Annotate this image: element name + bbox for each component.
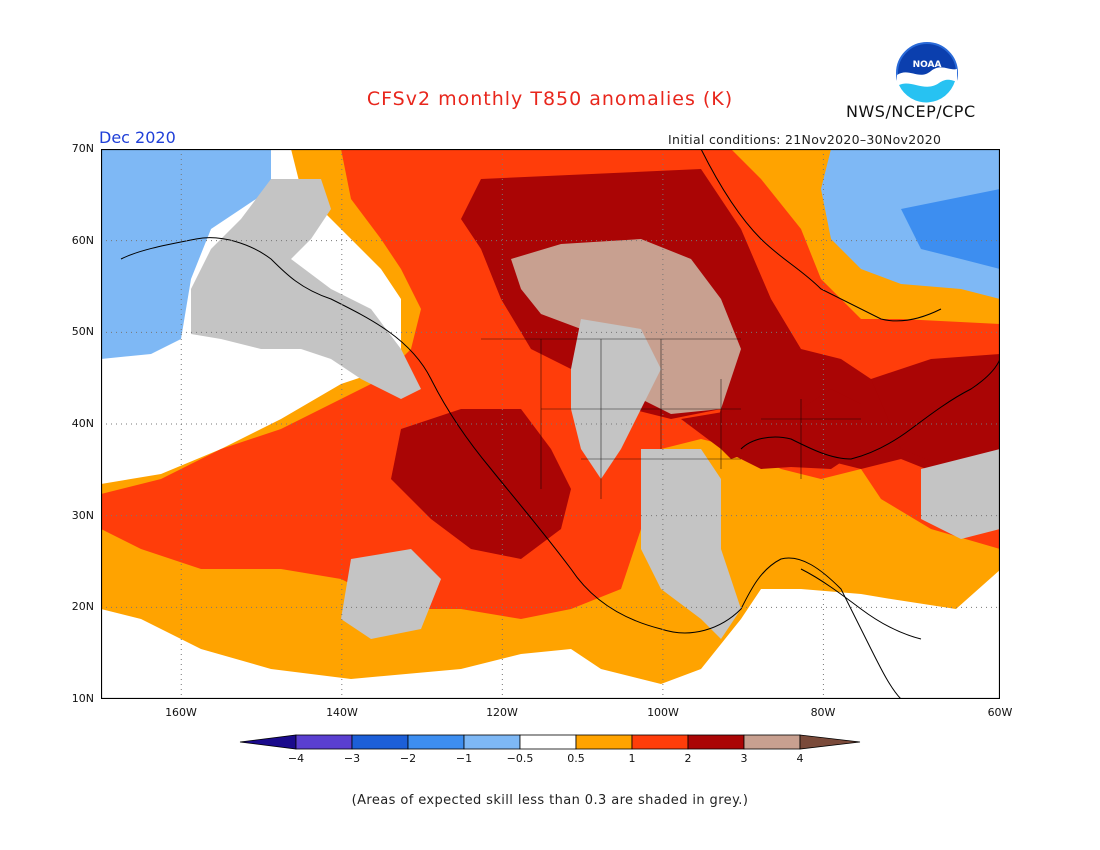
colorbar-label: −0.5 bbox=[506, 752, 534, 765]
chart-title: CFSv2 monthly T850 anomalies (K) bbox=[366, 88, 734, 110]
colorbar-bin bbox=[295, 734, 353, 750]
colorbar-label: −2 bbox=[399, 752, 417, 765]
colorbar-label: 3 bbox=[740, 752, 748, 765]
lat-label-30n: 30N bbox=[71, 509, 94, 522]
colorbar-bin bbox=[407, 734, 465, 750]
lat-label-40n: 40N bbox=[71, 417, 94, 430]
colorbar-bin bbox=[519, 734, 577, 750]
colorbar-bin bbox=[631, 734, 689, 750]
colorbar-bin bbox=[687, 734, 745, 750]
lon-label-100w: 100W bbox=[647, 706, 679, 719]
colorbar-label: 1 bbox=[628, 752, 636, 765]
colorbar-label: 2 bbox=[684, 752, 692, 765]
lon-label-140w: 140W bbox=[326, 706, 358, 719]
skill-footnote: (Areas of expected skill less than 0.3 a… bbox=[351, 793, 749, 808]
map-frame bbox=[100, 148, 1001, 700]
valid-month-label: Dec 2020 bbox=[99, 128, 176, 147]
colorbar-bin bbox=[575, 734, 633, 750]
lat-label-10n: 10N bbox=[71, 692, 94, 705]
anomaly-map bbox=[96, 148, 1001, 703]
svg-text:NOAA: NOAA bbox=[913, 60, 942, 70]
color-bar bbox=[236, 733, 866, 755]
coastlines bbox=[120, 149, 1000, 699]
lon-label-120w: 120W bbox=[486, 706, 518, 719]
lon-label-80w: 80W bbox=[810, 706, 836, 719]
low-skill-mask bbox=[191, 179, 1000, 639]
colorbar-label: −4 bbox=[287, 752, 305, 765]
colorbar-label: 4 bbox=[796, 752, 804, 765]
colorbar-label: −3 bbox=[343, 752, 361, 765]
colorbar-bin bbox=[463, 734, 521, 750]
lon-label-160w: 160W bbox=[165, 706, 197, 719]
lat-label-50n: 50N bbox=[71, 325, 94, 338]
map-gridlines bbox=[101, 149, 1000, 699]
lat-label-60n: 60N bbox=[71, 234, 94, 247]
lat-label-70n: 70N bbox=[71, 142, 94, 155]
colorbar-bin bbox=[743, 734, 801, 750]
colorbar-bin bbox=[351, 734, 409, 750]
agency-label: NWS/NCEP/CPC bbox=[846, 102, 976, 121]
colorbar-label: 0.5 bbox=[567, 752, 585, 765]
anomaly-neg1-neg2-region bbox=[901, 189, 1000, 269]
colorbar-label: −1 bbox=[455, 752, 473, 765]
anomaly-1-2-region bbox=[101, 149, 1000, 619]
lat-label-20n: 20N bbox=[71, 600, 94, 613]
initial-conditions-label: Initial conditions: 21Nov2020–30Nov2020 bbox=[668, 132, 942, 147]
colorbar-arrow-high bbox=[799, 734, 861, 750]
lon-label-60w: 60W bbox=[987, 706, 1013, 719]
noaa-logo: NOAA bbox=[895, 41, 959, 111]
colorbar-arrow-low bbox=[239, 734, 297, 750]
